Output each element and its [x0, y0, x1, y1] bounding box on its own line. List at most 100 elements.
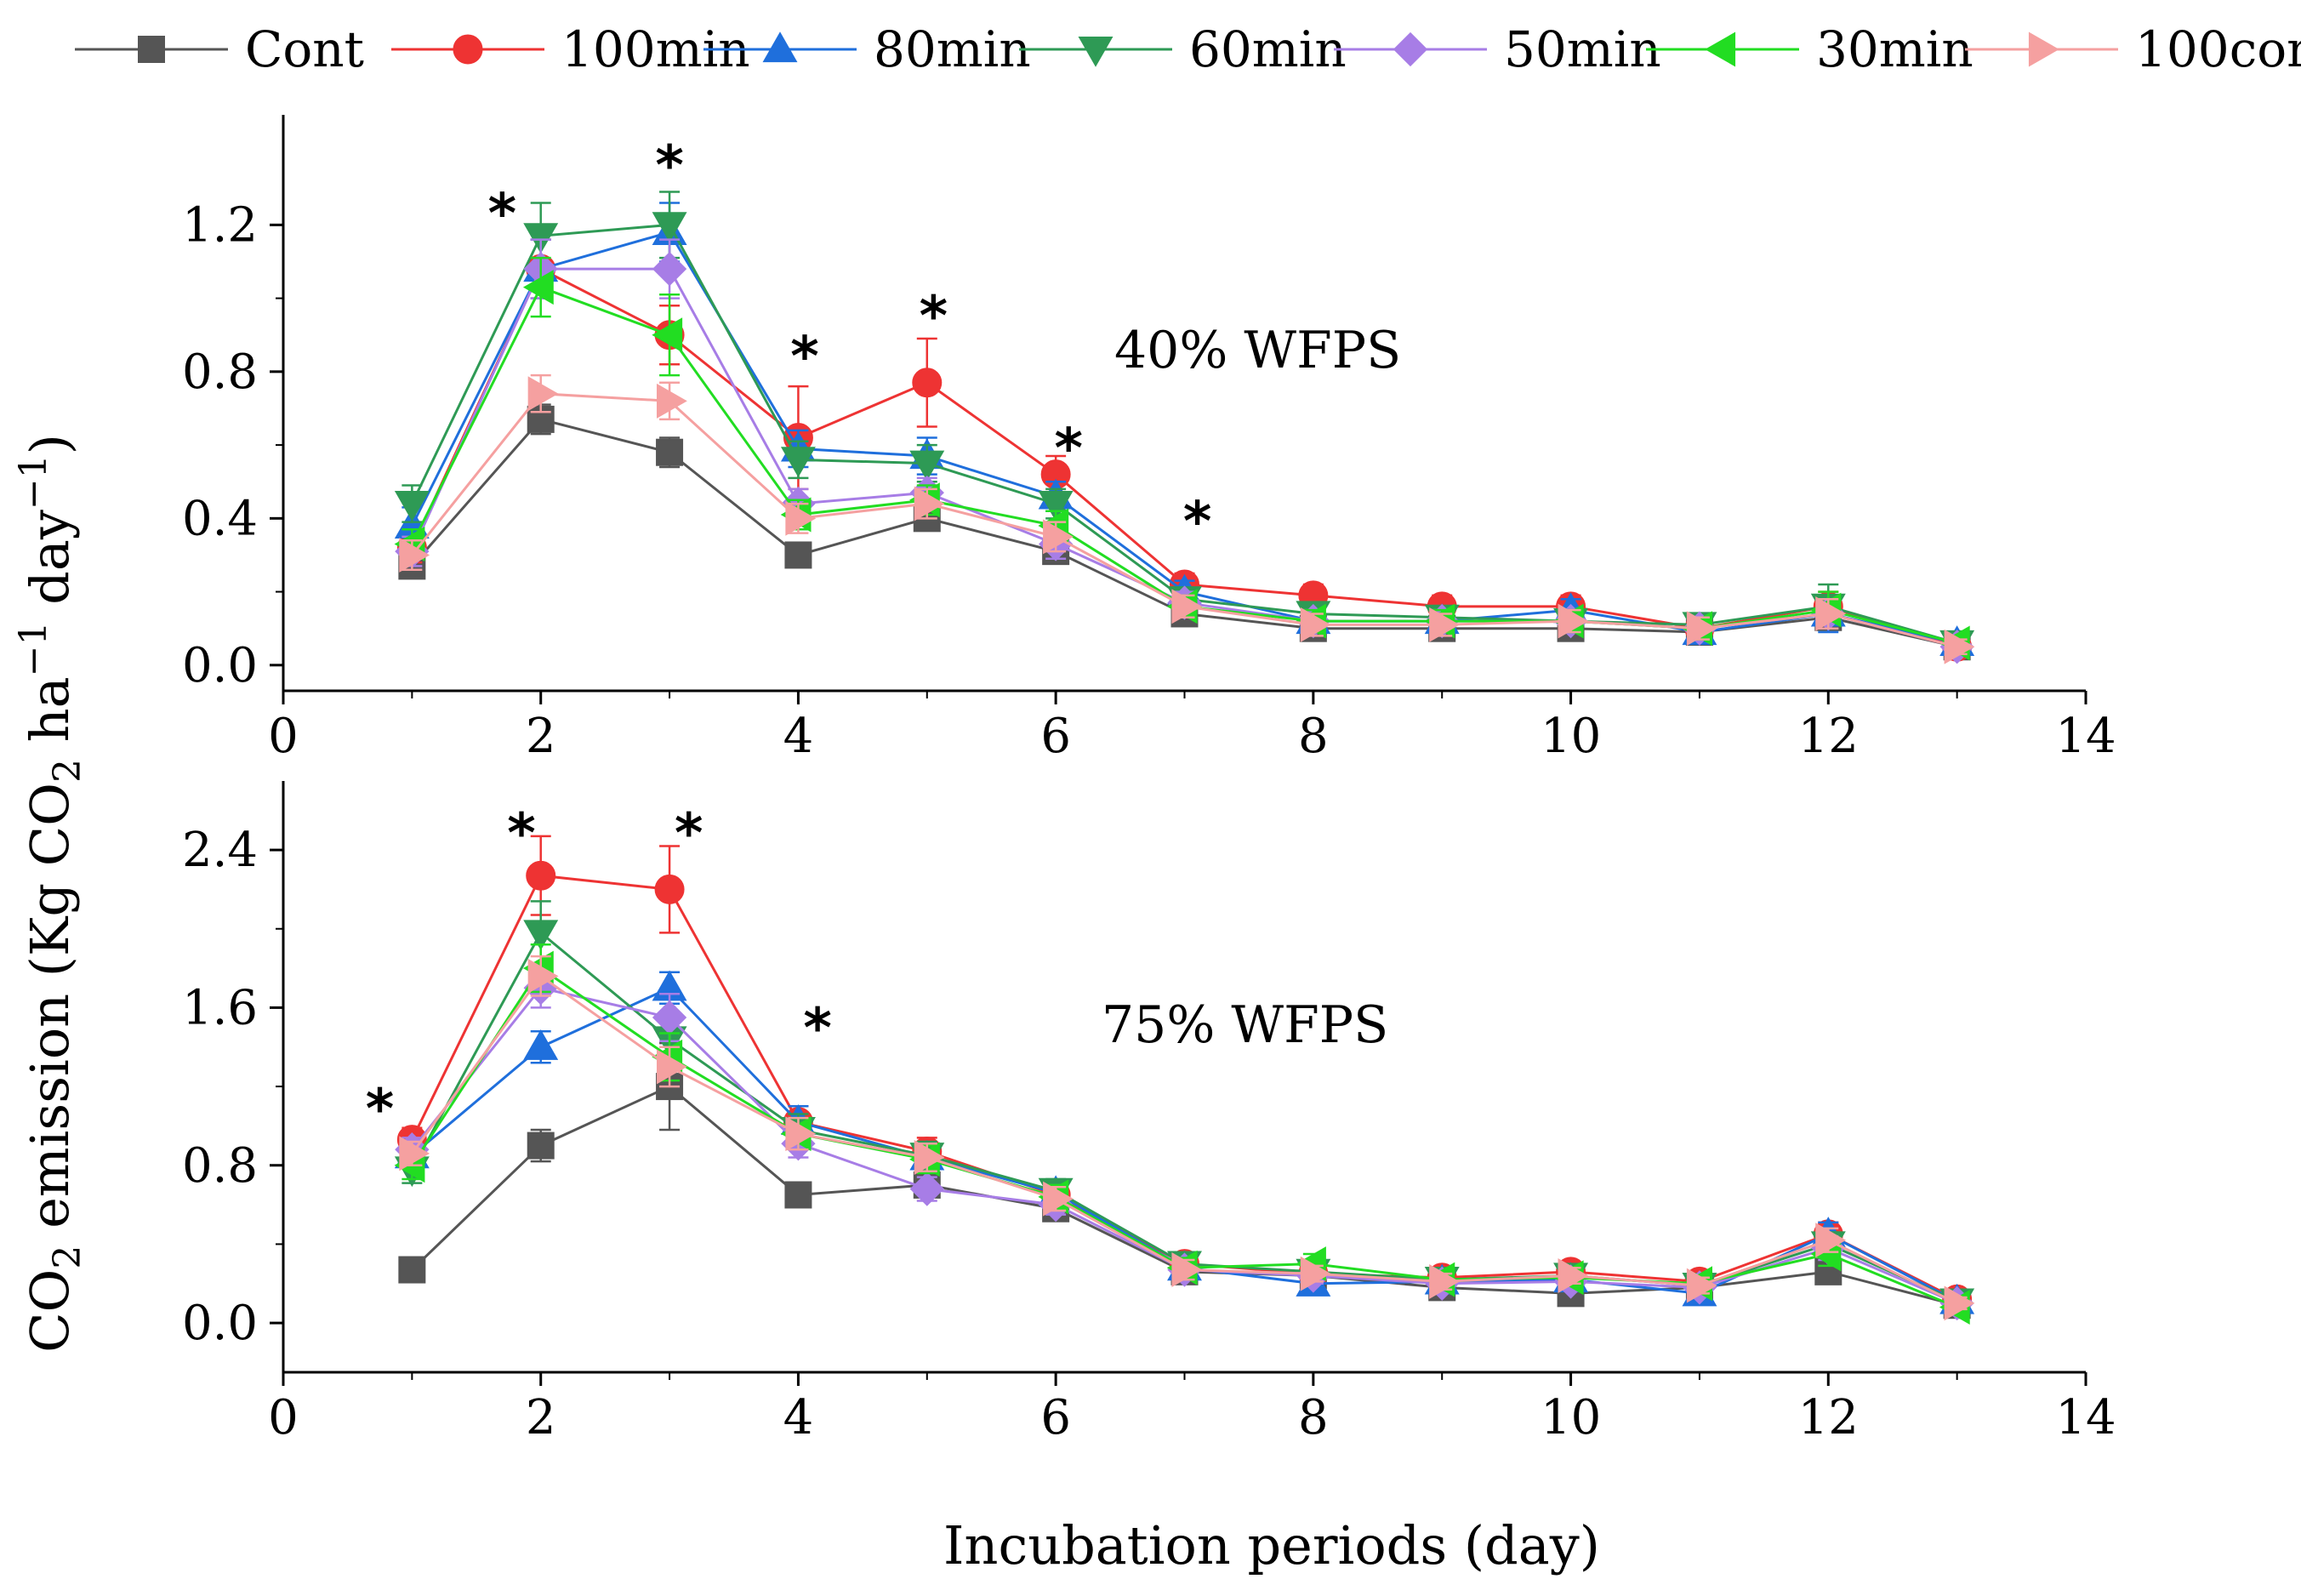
legend-marker-60min [1078, 36, 1113, 67]
x-tick-label: 14 [2055, 1390, 2116, 1445]
y-tick-label: 0.4 [182, 491, 258, 546]
x-tick-label: 14 [2055, 709, 2116, 764]
data-point-60min [909, 450, 945, 482]
data-point-100min [654, 874, 685, 904]
legend-item-cont: Cont [75, 20, 364, 78]
x-tick-label: 6 [1040, 709, 1071, 764]
significance-asterisk: * [803, 998, 831, 1061]
legend-label: 80min [874, 20, 1031, 78]
legend-label: 100comp [2135, 20, 2301, 78]
data-point-cont [784, 1181, 812, 1209]
legend-marker-50min [1393, 31, 1428, 67]
data-point-30min [652, 317, 683, 353]
data-point-100comp [657, 1049, 687, 1085]
data-point-60min [652, 212, 687, 243]
y-tick-label: 0.0 [182, 638, 258, 693]
x-tick-label: 6 [1040, 1390, 1071, 1445]
data-point-100comp [527, 376, 559, 412]
y-tick-label: 2.4 [182, 823, 258, 878]
series-line-60min [411, 931, 1958, 1302]
significance-asterisk: * [507, 802, 535, 865]
significance-asterisk: * [1183, 491, 1211, 554]
data-point-100comp [1171, 589, 1203, 624]
legend-marker-100min [453, 34, 483, 65]
x-axis-title: Incubation periods (day) [943, 1514, 1600, 1576]
y-tick-label: 0.0 [182, 1296, 258, 1351]
data-point-100comp [1300, 607, 1331, 642]
data-point-30min [522, 270, 554, 305]
data-point-60min [1038, 491, 1074, 522]
legend-label: 30min [1816, 20, 1974, 78]
data-point-100comp [1815, 596, 1847, 631]
significance-asterisk: * [366, 1079, 394, 1142]
x-tick-label: 4 [783, 1390, 814, 1445]
x-tick-label: 2 [526, 709, 556, 764]
x-tick-label: 12 [1798, 1390, 1859, 1445]
series-100comp [399, 373, 1975, 664]
data-point-60min [523, 223, 559, 254]
x-tick-label: 10 [1541, 709, 1601, 764]
significance-asterisk: * [920, 286, 948, 349]
data-point-cont [656, 438, 684, 466]
legend-label: 50min [1504, 20, 1661, 78]
legend-label: 60min [1189, 20, 1347, 78]
data-point-100comp [1686, 1268, 1717, 1303]
legend-marker-30min [1705, 31, 1736, 67]
data-point-50min [652, 251, 687, 287]
y-axis-title: CO2 emission (Kg CO2 ha−1 day−1) [12, 434, 89, 1353]
data-point-100comp [657, 383, 687, 419]
legend-marker-80min [762, 31, 798, 63]
legend-item-60min: 60min [1019, 20, 1347, 78]
x-tick-label: 0 [268, 709, 299, 764]
data-point-60min [523, 920, 559, 951]
legend-item-100comp: 100comp [1965, 20, 2301, 78]
y-tick-label: 0.8 [182, 1138, 258, 1194]
significance-asterisk: * [488, 183, 516, 246]
x-tick-label: 0 [268, 1390, 299, 1445]
data-point-100min [912, 368, 943, 398]
significance-asterisk: * [1055, 418, 1083, 481]
data-point-100comp [1686, 611, 1717, 647]
x-tick-label: 2 [526, 1390, 556, 1445]
data-point-60min [780, 447, 816, 478]
data-point-100comp [399, 537, 430, 573]
panel-label: 40% WFPS [1114, 321, 1401, 380]
data-point-100comp [1558, 603, 1589, 639]
data-point-100comp [785, 500, 817, 536]
data-point-100comp [1944, 1285, 1975, 1321]
data-point-100comp [1300, 1256, 1331, 1291]
x-tick-label: 12 [1798, 709, 1859, 764]
data-point-100comp [914, 486, 945, 522]
legend-item-80min: 80min [703, 20, 1031, 78]
data-point-100comp [1429, 1263, 1460, 1299]
legend-marker-100comp [2028, 31, 2059, 67]
panel-40-wfps: 0 2 4 6 8 10 12 14 0.0 0.4 0.8 1.2 40% WFPS * * * * * * [182, 115, 2116, 764]
data-point-100min [526, 860, 556, 891]
data-point-100comp [1043, 519, 1074, 555]
data-point-cont [398, 1256, 426, 1284]
data-point-100comp [1815, 1223, 1847, 1258]
data-point-100comp [1558, 1258, 1589, 1293]
series-line-100min [411, 874, 1958, 1301]
series-100min [396, 835, 1973, 1314]
y-tick-label: 1.2 [182, 197, 258, 253]
legend-item-30min: 30min [1646, 20, 1974, 78]
data-point-cont [527, 1131, 555, 1160]
data-point-100comp [1944, 629, 1975, 664]
data-point-100comp [1429, 607, 1460, 642]
data-point-100comp [399, 1136, 430, 1171]
legend: Cont 100min 80min 60min 50min 30min 100comp [75, 20, 2301, 78]
data-point-cont [784, 541, 812, 569]
data-point-100comp [914, 1140, 945, 1175]
panel-75-wfps: 0 2 4 6 8 10 12 14 0.0 0.8 1.6 2.4 75% WFPS * * * * [182, 781, 2116, 1445]
series-100comp [399, 955, 1975, 1321]
data-point-80min [523, 1029, 559, 1060]
data-point-100comp [785, 1116, 817, 1152]
y-tick-label: 1.6 [182, 980, 258, 1035]
y-tick-label: 0.8 [182, 345, 258, 400]
data-point-60min [394, 491, 430, 522]
data-point-50min [909, 1171, 944, 1206]
significance-asterisk: * [790, 326, 818, 389]
significance-asterisk: * [655, 135, 683, 198]
